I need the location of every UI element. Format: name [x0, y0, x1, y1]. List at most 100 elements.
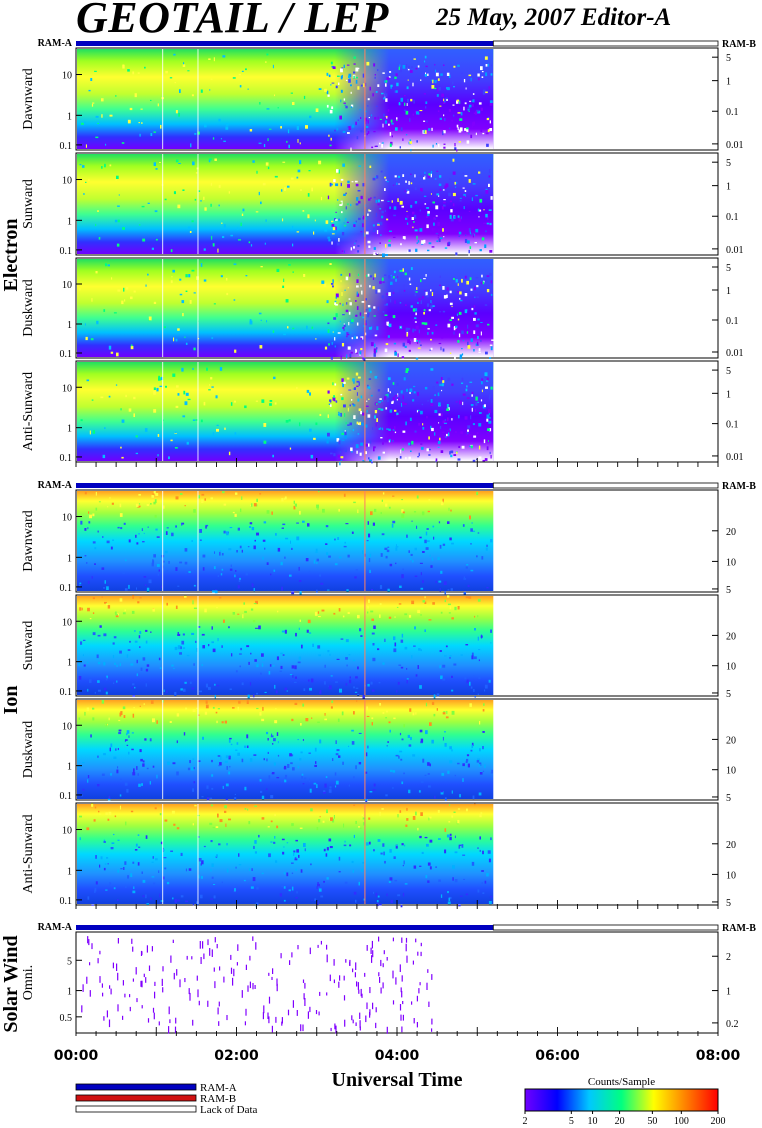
- ion-dawnward-panel-label: Dawnward: [21, 510, 36, 571]
- electron-dawnward-panel-right-tick-label-2: 0.1: [726, 107, 739, 118]
- ion-duskward-panel-right-tick-label-0: 20: [726, 735, 736, 746]
- chart-date-editor: 25 May, 2007 Editor-A: [436, 4, 672, 31]
- solar-wind-omni-counts: [81, 936, 433, 1034]
- electron-anti-sunward-panel-right-tick-label-2: 0.1: [726, 420, 739, 431]
- colorbar-tick-label-6: 200: [711, 1116, 726, 1127]
- ion-sunward-panel-label: Sunward: [21, 621, 36, 671]
- group-label-ion: Ion: [0, 686, 22, 715]
- ram-b-label-electron: RAM-B: [722, 39, 756, 50]
- legend-label-0: RAM-A: [200, 1082, 237, 1094]
- electron-dawnward-panel-right-tick-label-1: 1: [726, 77, 731, 88]
- legend-label-2: Lack of Data: [200, 1104, 258, 1116]
- ion-anti-sunward-panel-left-tick-label-2: 0.1: [60, 896, 73, 907]
- ion-duskward-panel-left-tick-label-2: 0.1: [60, 791, 73, 802]
- ion-dawnward-panel-right-tick-label-0: 20: [726, 527, 736, 538]
- ion-anti-sunward-panel-right-tick-label-1: 10: [726, 870, 736, 881]
- electron-duskward-panel-label: Duskward: [21, 279, 36, 337]
- group-label-solar-wind: Solar Wind: [0, 935, 22, 1032]
- ion-anti-sunward-panel-right-tick-label-0: 20: [726, 840, 736, 851]
- electron-anti-sunward-panel-left-tick-label-0: 10: [62, 383, 72, 394]
- ion-dawnward-panel-texture: [84, 490, 479, 520]
- ion-dawnward-panel-left-tick-label-0: 10: [62, 513, 72, 524]
- ram-a-bar-ion: [76, 483, 494, 488]
- electron-anti-sunward-panel-right-tick-label-3: 0.01: [726, 452, 744, 463]
- colorbar-tick-label-2: 10: [588, 1116, 598, 1127]
- ion-duskward-panel-texture: [78, 700, 485, 728]
- legend-swatch-0: [75, 1083, 197, 1091]
- ion-anti-sunward-panel-noise: [79, 833, 493, 908]
- electron-duskward-panel-right-tick-label-0: 5: [726, 263, 731, 274]
- electron-sunward-panel-label: Sunward: [21, 179, 36, 229]
- electron-sunward-panel-left-tick-label-0: 10: [62, 176, 72, 187]
- x-tick-label-0: 00:00: [54, 1048, 99, 1064]
- ion-dawnward-panel-left-tick-label-1: 1: [67, 553, 72, 564]
- ion-dawnward-panel-noise: [79, 520, 493, 596]
- electron-sunward-panel-noise: [327, 169, 493, 258]
- solar-wind-left-tick-label-2: 0.5: [60, 1013, 73, 1024]
- electron-sunward-panel-left-tick-label-1: 1: [67, 216, 72, 227]
- solar-wind-right-tick-label-2: 0.2: [726, 1019, 739, 1030]
- legend-swatch-2: [75, 1105, 197, 1113]
- x-tick-label-1: 02:00: [214, 1048, 259, 1064]
- electron-sunward-panel-late-spectrum: [77, 154, 494, 254]
- ion-anti-sunward-panel-right-tick-label-2: 5: [726, 898, 731, 909]
- ram-a-bar-electron: [76, 41, 494, 46]
- legend-swatch-1: [75, 1094, 197, 1102]
- electron-dawnward-panel-right-tick-label-3: 0.01: [726, 140, 744, 151]
- ion-duskward-panel-spectrum: [77, 700, 494, 799]
- electron-dawnward-panel-label: Dawnward: [21, 68, 36, 129]
- ram-a-label-electron: RAM-A: [38, 38, 73, 49]
- electron-duskward-panel-late-spectrum: [77, 259, 494, 357]
- electron-duskward-panel-right-tick-label-1: 1: [726, 286, 731, 297]
- ion-duskward-panel-label: Duskward: [21, 721, 36, 779]
- solar-wind-left-tick-label-1: 1: [67, 987, 72, 998]
- colorbar-title: Counts/Sample: [588, 1076, 655, 1088]
- solar-wind-omni-label: Omni.: [21, 965, 36, 1000]
- ion-sunward-panel-texture: [79, 595, 481, 624]
- ion-anti-sunward-panel-label: Anti-Sunward: [21, 814, 36, 893]
- ram-b-label-solar-wind: RAM-B: [722, 923, 756, 934]
- legend-label-1: RAM-B: [200, 1093, 236, 1105]
- ion-dawnward-panel-spectrum: [77, 491, 494, 591]
- ram-a-label-ion: RAM-A: [38, 480, 73, 491]
- electron-dawnward-panel-right-tick-label-0: 5: [726, 53, 731, 64]
- ion-sunward-panel-left-tick-label-1: 1: [67, 658, 72, 669]
- electron-dawnward-panel-texture: [80, 53, 493, 149]
- solar-wind-right-tick-label-1: 1: [726, 987, 731, 998]
- solar-wind-omni-panel: [75, 931, 719, 1034]
- electron-dawnward-panel-left-tick-label-2: 0.1: [60, 141, 73, 152]
- x-tick-label-4: 08:00: [696, 1048, 741, 1064]
- electron-anti-sunward-panel-left-tick-label-1: 1: [67, 424, 72, 435]
- x-axis-label: Universal Time: [332, 1069, 463, 1091]
- ion-anti-sunward-panel-texture: [79, 803, 483, 832]
- ion-dawnward-panel-right-tick-label-1: 10: [726, 557, 736, 568]
- ion-duskward-panel-left-tick-label-0: 10: [62, 721, 72, 732]
- colorbar: [524, 1088, 719, 1112]
- x-tick-label-2: 04:00: [375, 1048, 420, 1064]
- electron-sunward-panel-right-tick-label-0: 5: [726, 158, 731, 169]
- colorbar-tick-label-5: 100: [674, 1116, 689, 1127]
- electron-sunward-panel-left-tick-label-2: 0.1: [60, 246, 73, 257]
- electron-duskward-panel-texture: [79, 263, 490, 357]
- ion-duskward-panel-right-tick-label-2: 5: [726, 793, 731, 804]
- ion-sunward-panel-right-tick-label-0: 20: [726, 631, 736, 642]
- ram-b-label-ion: RAM-B: [722, 481, 756, 492]
- chart-title: GEOTAIL / LEP: [76, 0, 389, 42]
- electron-duskward-panel-right-tick-label-3: 0.01: [726, 348, 744, 359]
- solar-wind-left-tick-label-0: 5: [67, 956, 72, 967]
- electron-sunward-panel-right-tick-label-2: 0.1: [726, 212, 739, 223]
- ram-a-label-solar-wind: RAM-A: [38, 922, 73, 933]
- ion-sunward-panel-right-tick-label-1: 10: [726, 662, 736, 673]
- group-label-electron: Electron: [0, 219, 22, 292]
- ion-dawnward-panel-left-tick-label-2: 0.1: [60, 583, 73, 594]
- ion-sunward-panel-right-tick-label-2: 5: [726, 689, 731, 700]
- electron-anti-sunward-panel-late-spectrum: [77, 362, 494, 461]
- colorbar-tick-label-1: 5: [569, 1116, 574, 1127]
- colorbar-tick-label-4: 50: [647, 1116, 657, 1127]
- electron-sunward-panel-right-tick-label-1: 1: [726, 182, 731, 193]
- lack-of-data-bar-solar-wind: [492, 924, 719, 931]
- colorbar-tick-label-0: 2: [523, 1116, 528, 1127]
- ion-anti-sunward-panel-left-tick-label-1: 1: [67, 866, 72, 877]
- lack-of-data-bar-electron: [492, 40, 719, 47]
